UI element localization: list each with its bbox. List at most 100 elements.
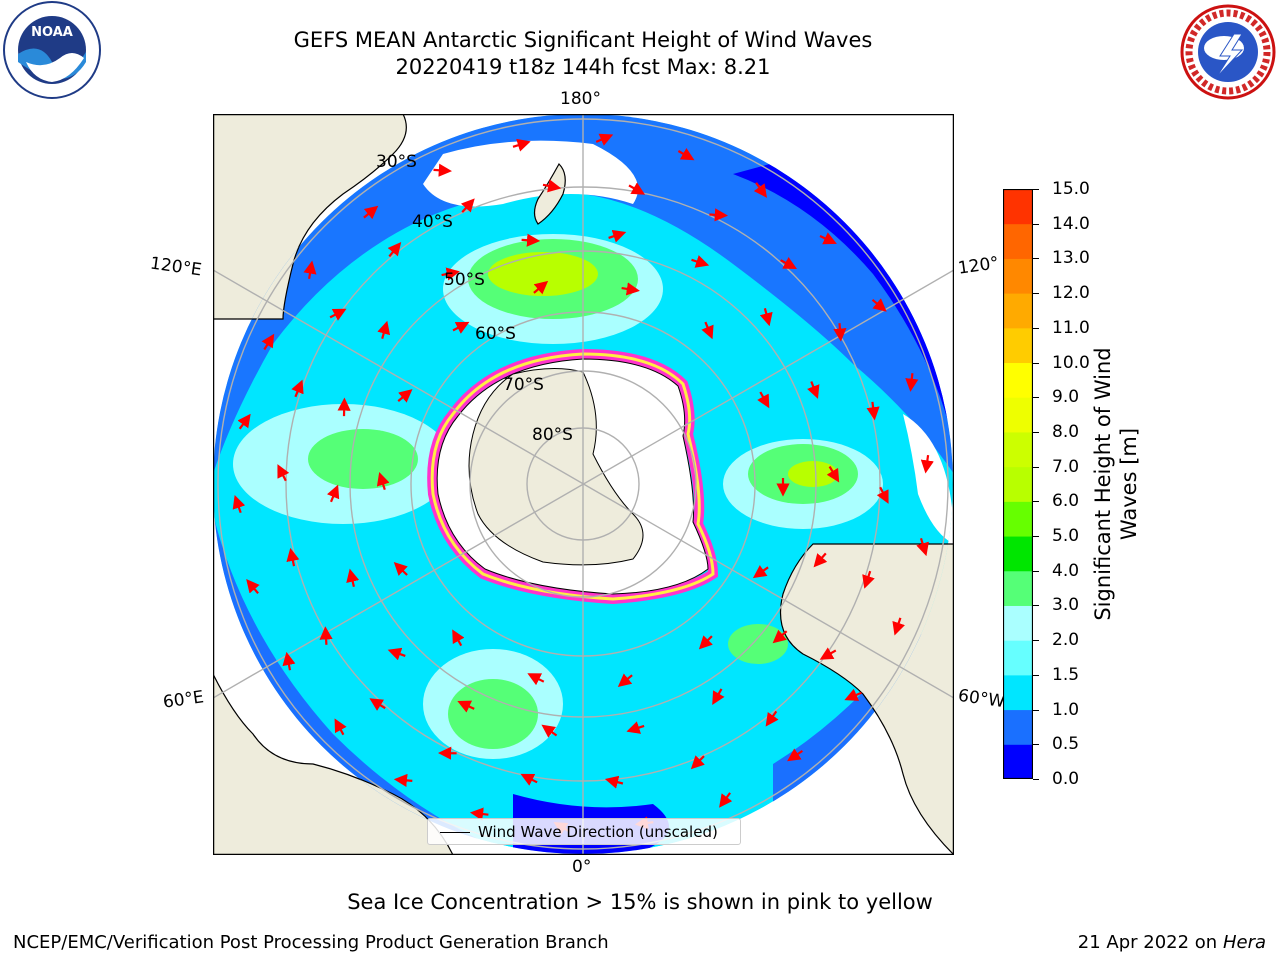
colorbar-cell [1003,744,1033,779]
map-legend: Wind Wave Direction (unscaled) [427,818,741,845]
colorbar-label: Significant Height of Wind Waves [m] [1091,347,1141,621]
colorbar-cell [1003,362,1033,398]
wave-direction-arrow [691,255,710,268]
date-text: 21 Apr 2022 on [1077,932,1223,953]
wave-direction-arrow [246,579,260,595]
wave-direction-arrow [541,724,558,738]
colorbar-tick-label: 3.0 [1052,595,1080,616]
wave-direction-arrow [237,413,251,430]
polar-map [213,114,954,855]
wave-direction-arrow [387,242,402,258]
wave-direction-arrow [628,182,646,195]
wave-direction-arrow [621,282,640,296]
colorbar-cell [1003,223,1033,259]
colorbar-cell [1003,258,1033,294]
wave-direction-arrow [387,647,406,661]
colorbar [1003,189,1033,779]
wave-direction-arrow [701,321,714,340]
wave-direction-arrow [520,773,538,786]
wind-wave-direction-arrows [232,133,934,835]
wave-direction-arrow [690,755,705,770]
colorbar-cell [1003,536,1033,572]
colorbar-cell [1003,327,1033,364]
lon-label-180: 180° [560,89,601,109]
lat-label-30: 30°S [376,152,417,172]
graticule [213,114,954,855]
wave-direction-arrow [303,260,317,279]
wave-band-blue-north [213,114,953,474]
wave-band-light-green-w [308,429,418,489]
wave-direction-arrow [527,673,545,686]
credit-line: NCEP/EMC/Verification Post Processing Pr… [13,932,609,953]
colorbar-tick-mark [1033,640,1039,642]
lon-label-120w: 120° [956,253,1001,279]
wave-direction-arrow [608,229,627,243]
wave-direction-arrow [604,775,624,789]
colorbar-cell [1003,640,1033,676]
colorbar-tick-mark [1033,258,1039,260]
wave-direction-arrow [512,138,531,152]
noaa-logo: NOAA [3,1,101,99]
colorbar-cell [1003,431,1033,468]
sea-ice-note: Sea Ice Concentration > 15% is shown in … [347,890,933,914]
wave-direction-arrow [457,700,475,713]
colorbar-tick-label: 1.0 [1052,699,1080,720]
wave-direction-arrow [759,308,773,327]
lon-label-0: 0° [572,857,592,877]
wave-direction-arrow [291,379,304,398]
wave-direction-arrow [807,381,820,399]
colorbar-tick-label: 7.0 [1052,456,1080,477]
wave-band-yellow-green-e [788,461,838,487]
wave-direction-arrow [871,298,887,312]
colorbar-tick-mark [1033,362,1039,364]
colorbar-cell [1003,501,1033,537]
nws-logo [1180,4,1276,100]
wave-direction-arrow [753,182,767,198]
lon-label-60e: 60°E [161,687,206,713]
wave-direction-arrow [377,320,391,340]
colorbar-tick-label: 5.0 [1052,526,1080,547]
wave-direction-arrow [346,568,360,588]
colorbar-cell [1003,605,1033,641]
wave-direction-arrow [892,617,905,636]
colorbar-tick-mark [1033,779,1039,780]
colorbar-tick-label: 4.0 [1052,560,1080,581]
colorbar-tick-label: 11.0 [1052,317,1090,338]
wave-direction-arrow [826,466,840,483]
lon-label-60w: 60°W [956,685,1007,713]
colorbar-tick-label: 1.5 [1052,664,1080,685]
colorbar-tick-mark [1033,397,1039,399]
wave-direction-arrow [712,688,725,706]
colorbar-tick-mark [1033,466,1039,468]
colorbar-tick-label: 15.0 [1052,179,1090,199]
colorbar-tick-mark [1033,327,1039,329]
wave-direction-arrow [787,748,804,762]
colorbar-tick-label: 0.0 [1052,769,1080,789]
lon-label-120e: 120°E [148,253,203,281]
colorbar-cell [1003,674,1033,711]
colorbar-tick-label: 6.0 [1052,491,1080,512]
date-stamp: 21 Apr 2022 on Hera [1078,932,1266,953]
wave-direction-arrow [719,792,733,808]
wave-direction-arrow [329,308,347,321]
wave-direction-arrow [326,484,340,503]
colorbar-cell [1003,293,1033,329]
wave-direction-arrow [920,454,934,474]
colorbar-cell [1003,466,1033,502]
colorbar-tick-label: 10.0 [1052,352,1090,373]
colorbar-tick-mark [1033,501,1039,503]
wave-direction-arrow [698,635,713,650]
wave-direction-arrow [319,626,333,645]
wave-direction-arrow [617,673,633,688]
wave-direction-arrow [626,721,645,734]
wave-direction-arrow [521,233,541,247]
wave-direction-arrow [905,373,919,392]
colorbar-tick-label: 12.0 [1052,283,1090,304]
wave-direction-arrow [232,495,246,514]
wave-direction-arrow [595,133,614,146]
wave-direction-arrow [261,333,275,351]
legend-label: Wind Wave Direction (unscaled) [478,823,718,841]
colorbar-tick-mark [1033,431,1039,433]
colorbar-tick-label: 13.0 [1052,248,1090,269]
colorbar-tick-mark [1033,605,1039,607]
